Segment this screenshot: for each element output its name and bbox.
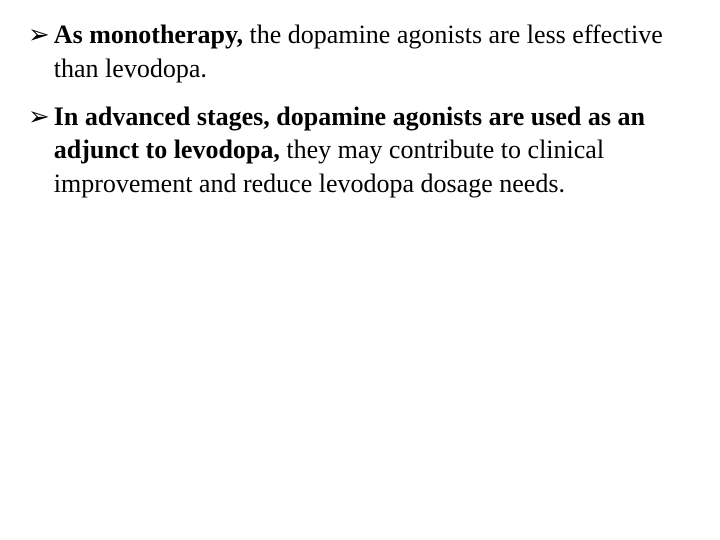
bullet-marker-icon: ➢ <box>28 100 50 133</box>
bullet-item: ➢ In advanced stages, dopamine agonists … <box>28 100 692 201</box>
bullet-text: As monotherapy, the dopamine agonists ar… <box>54 18 692 86</box>
bullet-bold-lead: As monotherapy, <box>54 20 243 49</box>
bullet-marker-icon: ➢ <box>28 18 50 51</box>
bullet-text: In advanced stages, dopamine agonists ar… <box>54 100 692 201</box>
bullet-item: ➢ As monotherapy, the dopamine agonists … <box>28 18 692 86</box>
